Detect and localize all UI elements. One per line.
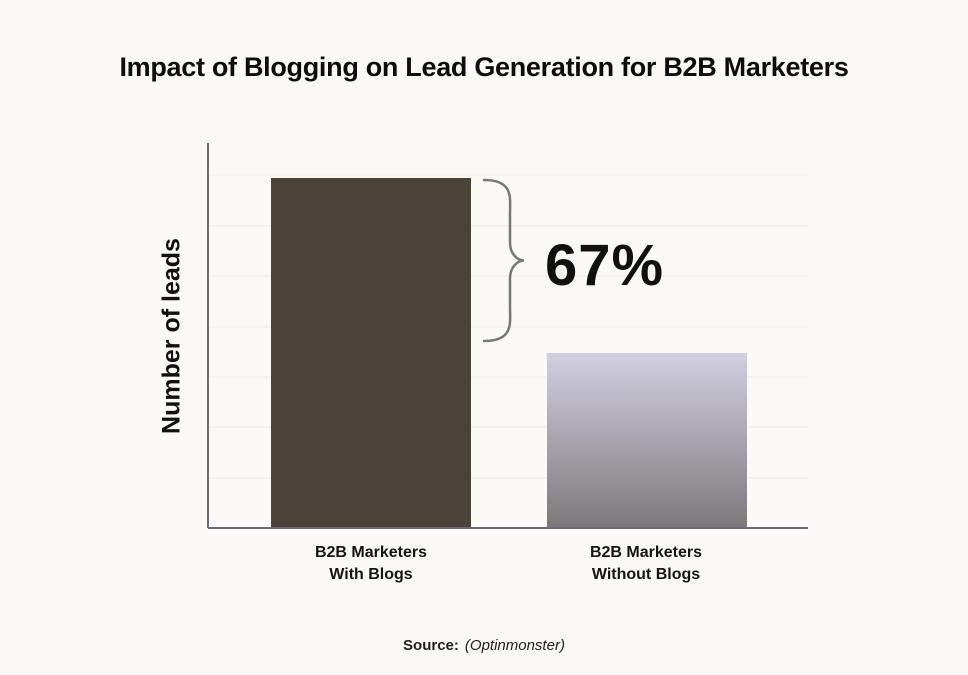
x-tick-label-line: B2B Marketers: [314, 544, 428, 561]
x-tick-label-without-blogs: B2B Marketers Without Blogs: [536, 542, 756, 586]
bars: [271, 178, 747, 528]
x-tick-label-line: B2B Marketers: [589, 544, 703, 561]
source-note: Source: (Optinmonster): [0, 637, 968, 654]
x-tick-label-line: Without Blogs: [591, 566, 701, 583]
chart-title: Impact of Blogging on Lead Generation fo…: [119, 52, 849, 82]
source-label: Source:: [403, 637, 459, 654]
bar-with-blogs: [271, 178, 471, 528]
difference-annotation: 67%: [545, 233, 665, 298]
difference-brace: [482, 178, 525, 343]
axes: [207, 143, 808, 529]
bar-without-blogs: [547, 353, 747, 528]
x-tick-label-with-blogs: B2B Marketers With Blogs: [261, 542, 481, 586]
source-value: (Optinmonster): [464, 637, 565, 654]
y-axis-label: Number of leads: [157, 238, 186, 434]
x-tick-label-line: With Blogs: [329, 566, 413, 583]
